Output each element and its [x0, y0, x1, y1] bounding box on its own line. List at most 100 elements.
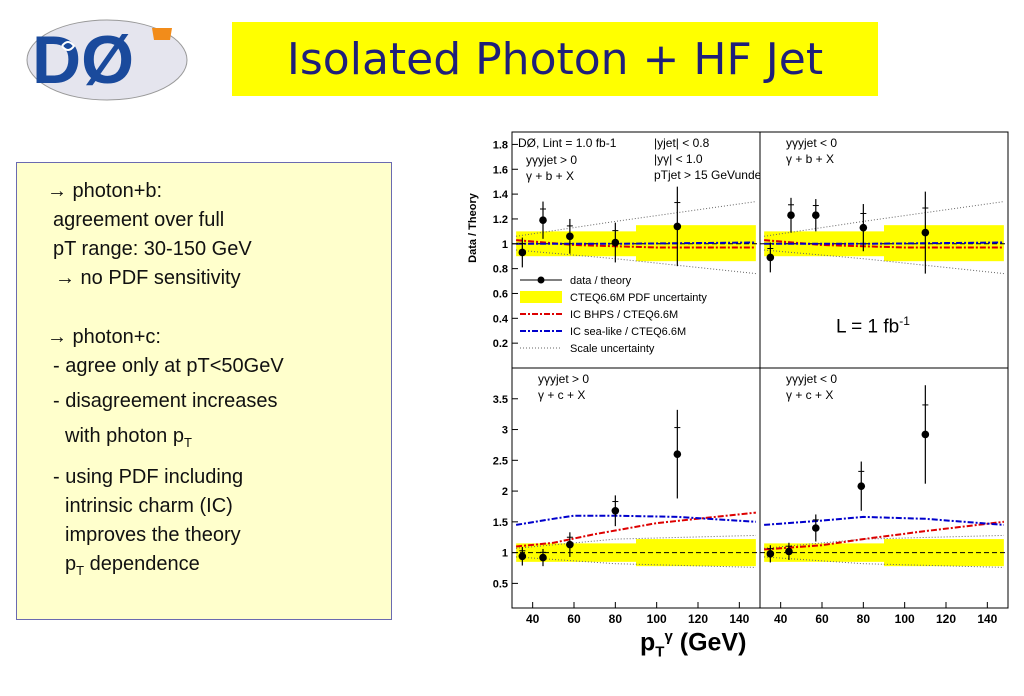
y-axis-label: Data / Theory [467, 192, 479, 263]
annotation-yjet-cut: |yjet| < 0.8 [654, 136, 710, 150]
x-axis-unit-label: pTγ (GeV) [640, 628, 747, 661]
data-point-b-forward-3 [611, 238, 620, 247]
luminosity-label: L = 1 fb-1 [836, 314, 910, 338]
data-point-c-forward-4 [673, 450, 682, 458]
chart-area: Data / Theory 0.2 0.4 0.6 0.8 1 1.2 1.4 1.6 1.8 DØ… [462, 128, 1022, 628]
annotation-process-b-forward: γ + b + X [526, 169, 574, 183]
y-tick-label-b-forward-8: 1.8 [493, 139, 508, 151]
note-c-line3: with photon pT [65, 425, 192, 450]
data-point-b-forward-1 [539, 216, 547, 224]
x-tick-label-3-3: 100 [895, 612, 915, 626]
y-tick-label-b-forward-1: 0.4 [493, 313, 509, 325]
y-tick-label-b-forward-5: 1.2 [493, 214, 508, 226]
x-tick-label-2-2: 80 [609, 612, 623, 626]
note-b-line3: → no PDF sensitivity [55, 267, 241, 289]
x-tick-label-2-4: 120 [688, 612, 708, 626]
data-point-b-backward-0 [766, 253, 775, 262]
sealike-line-c-backward [764, 515, 1004, 526]
pdf-band-c-backward-1 [884, 539, 1004, 567]
y-tick-label-b-forward-4: 1 [502, 239, 508, 251]
note-c-line6: improves the theory [65, 524, 241, 546]
data-point-c-backward-0 [766, 550, 775, 558]
y-tick-label-c-forward-4: 2.5 [493, 455, 508, 467]
x-tick-label-3-0: 40 [774, 612, 788, 626]
d0-logo: DØ [26, 19, 188, 101]
note-c-line5: intrinsic charm (IC) [65, 495, 233, 517]
annotation-ptjet-cut: pTjet > 15 GeVundefined [654, 168, 787, 182]
annotation-d0-lumi: DØ, Lint = 1.0 fb-1 [518, 136, 617, 150]
y-tick-label-c-forward-1: 1 [502, 548, 508, 560]
x-tick-label-3-5: 140 [977, 612, 997, 626]
annotation-ygamma-cut: |yγ| < 1.0 [654, 152, 703, 166]
data-theory-chart: Data / Theory 0.2 0.4 0.6 0.8 1 1.2 1.4 1.6 1.8 DØ… [467, 131, 1009, 626]
data-point-b-forward-2 [566, 232, 574, 241]
legend-label-2: IC BHPS / CTEQ6.6M [570, 309, 678, 321]
legend-label-1: CTEQ6.6M PDF uncertainty [570, 292, 707, 304]
data-point-c-backward-4 [921, 430, 930, 439]
data-point-c-forward-0 [518, 552, 527, 561]
y-tick-label-b-forward-0: 0.2 [493, 338, 508, 350]
data-point-b-forward-4 [673, 222, 682, 231]
y-tick-label-b-forward-2: 0.6 [493, 288, 508, 300]
x-tick-label-2-5: 140 [729, 612, 749, 626]
scale-lower-c-backward [764, 556, 1004, 568]
data-point-b-backward-3 [859, 223, 868, 232]
bhps-line-c-backward [764, 520, 1005, 551]
slide-title-box: Isolated Photon + HF Jet [232, 22, 878, 96]
annotation-process-c-backward: γ + c + X [786, 388, 833, 402]
annotation-rapidity-b-forward: yγyjet > 0 [526, 153, 577, 167]
panel-frame-c-backward [759, 367, 1009, 609]
note-c-line4: - using PDF including [53, 466, 244, 488]
pdf-band-c-forward-1 [636, 539, 756, 567]
annotation-rapidity-b-backward: yγyjet < 0 [786, 136, 837, 150]
x-tick-label-3-1: 60 [815, 612, 829, 626]
panel-frame-c-forward [511, 367, 761, 609]
note-b-line2: pT range: 30-150 GeV [53, 238, 252, 260]
legend-label-3: IC sea-like / CTEQ6.6M [570, 326, 686, 338]
annotation-process-b-backward: γ + b + X [786, 152, 834, 166]
note-b-head: → photon+b: [47, 180, 163, 202]
legend-symbol-band [520, 291, 562, 303]
annotation-rapidity-c-backward: yγyjet < 0 [786, 372, 837, 386]
data-point-b-backward-2 [812, 211, 820, 220]
y-tick-label-b-forward-3: 0.8 [493, 264, 508, 276]
y-tick-label-c-forward-5: 3 [502, 425, 508, 437]
y-tick-label-c-forward-2: 1.5 [493, 517, 508, 529]
bhps-line-c-forward [516, 511, 757, 548]
data-point-b-forward-0 [518, 248, 527, 257]
x-tick-label-3-2: 80 [857, 612, 871, 626]
scale-upper-b-forward [516, 201, 756, 237]
data-point-c-backward-1 [785, 547, 793, 556]
scale-upper-b-backward [764, 201, 1004, 237]
note-c-line7: pT dependence [65, 553, 200, 578]
y-tick-label-b-forward-6: 1.4 [493, 189, 509, 201]
legend-marker-data [537, 276, 545, 284]
x-tick-label-2-0: 40 [526, 612, 540, 626]
note-c-line2: - disagreement increases [53, 390, 278, 412]
data-point-c-backward-2 [812, 524, 820, 532]
legend-label-4: Scale uncertainty [570, 343, 655, 355]
scale-lower-b-backward [764, 249, 1004, 275]
data-point-c-forward-3 [611, 506, 620, 515]
scale-lower-c-forward [516, 556, 756, 568]
data-point-b-backward-1 [787, 211, 795, 220]
y-tick-label-c-forward-3: 2 [502, 486, 508, 498]
y-tick-label-c-forward-0: 0.5 [493, 578, 508, 590]
annotation-process-c-forward: γ + c + X [538, 388, 585, 402]
note-b-line1: agreement over full [53, 209, 225, 231]
scale-upper-c-forward [516, 534, 756, 549]
data-point-c-forward-2 [566, 540, 574, 549]
x-tick-label-3-4: 120 [936, 612, 956, 626]
legend-label-0: data / theory [570, 275, 632, 287]
data-point-b-backward-4 [921, 228, 930, 237]
x-tick-label-2-1: 60 [567, 612, 581, 626]
data-point-c-forward-1 [539, 553, 547, 562]
note-c-line1: - agree only at pT<50GeV [53, 355, 284, 377]
y-tick-label-c-forward-6: 3.5 [493, 394, 508, 406]
notes-box: → photon+b: agreement over full pT range… [16, 162, 392, 620]
logo-text: DØ [32, 22, 134, 98]
annotation-rapidity-c-forward: yγyjet > 0 [538, 372, 589, 386]
note-c-head: → photon+c: [47, 326, 161, 348]
y-tick-label-b-forward-7: 1.6 [493, 164, 508, 176]
x-tick-label-2-3: 100 [647, 612, 667, 626]
